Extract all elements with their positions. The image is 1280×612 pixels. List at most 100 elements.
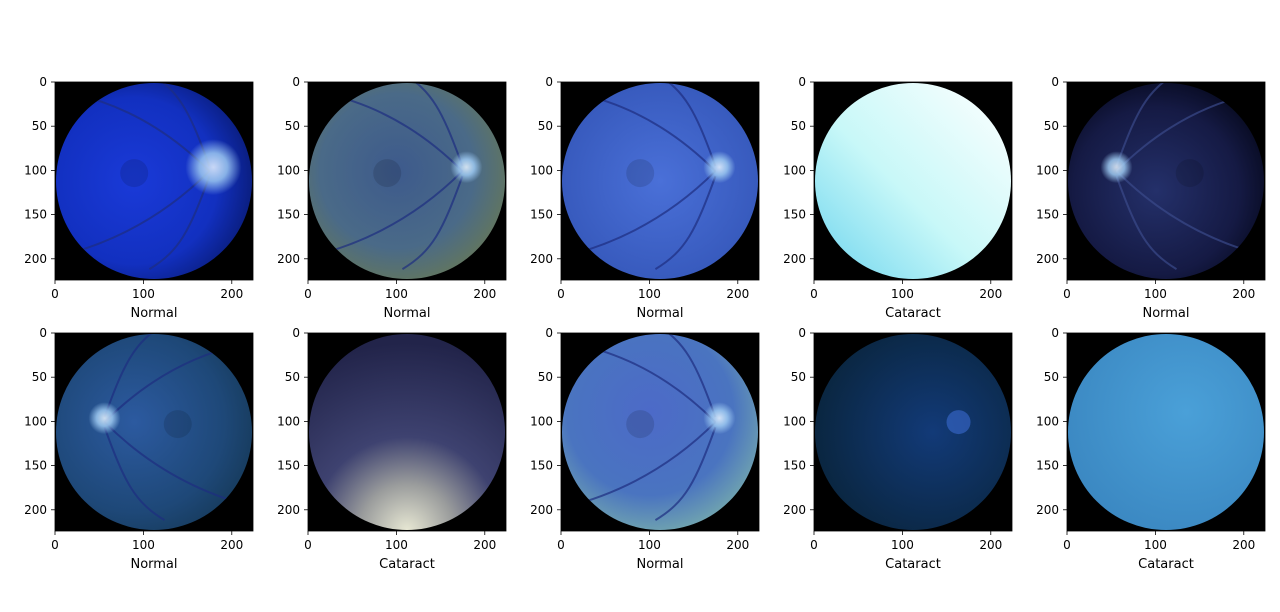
y-tick-label: 150 (277, 208, 300, 222)
fundus-image (56, 83, 252, 279)
fundus-image (309, 83, 505, 279)
y-tick-label: 100 (277, 163, 300, 177)
x-tick-label: 0 (1063, 538, 1071, 552)
panel-label: Normal (636, 306, 683, 321)
x-tick-label: 0 (810, 538, 818, 552)
fundus-image (1068, 83, 1264, 279)
axes-frame (560, 332, 760, 532)
y-tick-label: 200 (24, 503, 47, 517)
x-tick-label: 0 (304, 538, 312, 552)
y-tick-label: 200 (530, 503, 553, 517)
image-panel: 0 100 200 0 50 100 150 200 Cataract (783, 326, 1013, 572)
axes-frame (813, 81, 1013, 281)
x-tick-label: 200 (220, 287, 243, 301)
x-tick-label: 0 (304, 287, 312, 301)
y-tick-label: 0 (545, 326, 553, 340)
x-tick-label: 200 (220, 538, 243, 552)
axes-frame (813, 332, 1013, 532)
y-tick-label: 50 (1044, 370, 1059, 384)
panel-label: Normal (383, 306, 430, 321)
panel-label: Cataract (379, 557, 435, 572)
axes-frame (307, 332, 507, 532)
x-tick-label: 100 (1144, 287, 1167, 301)
y-tick-label: 0 (292, 326, 300, 340)
x-tick-label: 100 (891, 287, 914, 301)
y-tick-label: 200 (277, 503, 300, 517)
y-tick-label: 100 (530, 163, 553, 177)
y-tick-label: 0 (1051, 75, 1059, 89)
image-panel: 0 100 200 0 50 100 150 200 Normal (1036, 75, 1266, 321)
panel-label: Cataract (885, 306, 941, 321)
y-tick-label: 200 (1036, 503, 1059, 517)
x-tick-label: 100 (385, 287, 408, 301)
x-tick-label: 0 (51, 538, 59, 552)
optic-disc (88, 402, 121, 435)
axes-frame (307, 81, 507, 281)
fundus-image (1068, 334, 1264, 530)
x-tick-label: 0 (810, 287, 818, 301)
y-tick-label: 50 (791, 370, 806, 384)
image-panel: 0 100 200 0 50 100 150 200 Cataract (277, 326, 507, 572)
x-tick-label: 200 (726, 287, 749, 301)
y-tick-label: 150 (530, 208, 553, 222)
axes-frame (1066, 332, 1266, 532)
fundus-image (562, 83, 758, 279)
x-tick-label: 100 (638, 287, 661, 301)
fundus-image (309, 334, 505, 530)
y-tick-label: 100 (783, 163, 806, 177)
x-tick-label: 100 (385, 538, 408, 552)
y-tick-label: 50 (538, 119, 553, 133)
optic-disc (703, 151, 736, 184)
x-tick-label: 100 (132, 287, 155, 301)
y-tick-label: 150 (783, 459, 806, 473)
x-tick-label: 100 (132, 538, 155, 552)
y-tick-label: 200 (277, 252, 300, 266)
x-tick-label: 100 (891, 538, 914, 552)
optic-disc (450, 151, 483, 184)
y-tick-label: 50 (285, 119, 300, 133)
y-tick-label: 150 (1036, 459, 1059, 473)
x-tick-label: 200 (1232, 538, 1255, 552)
y-tick-label: 150 (783, 208, 806, 222)
x-tick-label: 100 (638, 538, 661, 552)
y-tick-label: 50 (1044, 119, 1059, 133)
x-tick-label: 200 (979, 538, 1002, 552)
y-tick-label: 100 (783, 414, 806, 428)
y-tick-label: 100 (530, 414, 553, 428)
x-tick-label: 0 (557, 287, 565, 301)
x-tick-label: 0 (51, 287, 59, 301)
optic-disc (946, 410, 971, 435)
panel-label: Normal (130, 557, 177, 572)
panel-label: Normal (636, 557, 683, 572)
y-tick-label: 200 (783, 252, 806, 266)
y-tick-label: 200 (530, 252, 553, 266)
y-tick-label: 0 (39, 326, 47, 340)
y-tick-label: 50 (32, 119, 47, 133)
y-tick-label: 200 (24, 252, 47, 266)
y-tick-label: 50 (791, 119, 806, 133)
optic-disc (185, 139, 242, 196)
fundus-image (56, 334, 252, 530)
x-tick-label: 200 (473, 287, 496, 301)
y-tick-label: 50 (285, 370, 300, 384)
panel-label: Cataract (885, 557, 941, 572)
y-tick-label: 100 (1036, 414, 1059, 428)
image-panel: 0 100 200 0 50 100 150 200 Normal (24, 75, 254, 321)
y-tick-label: 0 (1051, 326, 1059, 340)
image-panel: 0 100 200 0 50 100 150 200 Cataract (1036, 326, 1266, 572)
x-tick-label: 200 (473, 538, 496, 552)
optic-disc (703, 402, 736, 435)
y-tick-label: 50 (32, 370, 47, 384)
image-panel: 0 100 200 0 50 100 150 200 Normal (277, 75, 507, 321)
x-tick-label: 100 (1144, 538, 1167, 552)
panel-label: Normal (130, 306, 177, 321)
fundus-image (562, 334, 758, 530)
y-tick-label: 150 (530, 459, 553, 473)
y-tick-label: 100 (1036, 163, 1059, 177)
y-tick-label: 100 (24, 163, 47, 177)
x-tick-label: 200 (726, 538, 749, 552)
y-tick-label: 200 (783, 503, 806, 517)
axes-frame (54, 332, 254, 532)
y-tick-label: 0 (798, 326, 806, 340)
